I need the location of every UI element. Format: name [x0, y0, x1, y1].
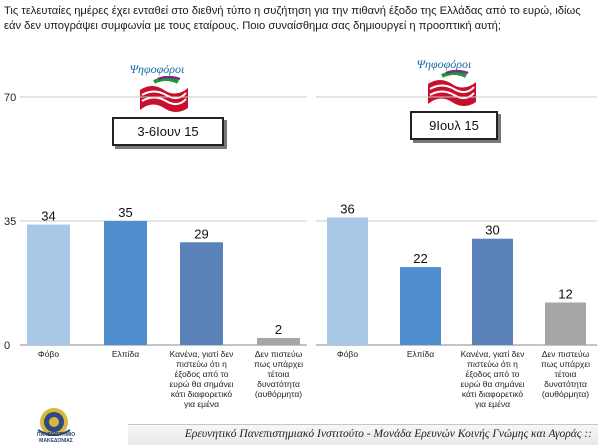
panel-label-left: Ψηφοφόροι	[129, 62, 185, 76]
y-tick-label: 70	[4, 92, 16, 104]
category-label: Ελπίδα	[112, 349, 139, 359]
bar-value-label: 2	[275, 322, 282, 337]
bar	[257, 337, 300, 345]
bar	[180, 242, 223, 345]
category-label: Κανένα, γιατί δεν πιστεύω ότι η έξοδος από…	[461, 349, 525, 409]
bar-value-label: 22	[413, 251, 427, 266]
category-label-line: έξοδος από το	[175, 369, 229, 379]
category-label-line: Δεν πιστεύω	[255, 349, 303, 359]
category-label-line: έξοδος από το	[466, 369, 520, 379]
category-label-line: Κανένα, γιατί δεν	[461, 349, 525, 359]
category-label-line: (αυθόρμητα)	[255, 389, 302, 399]
category-label-line: δυνατότητα	[257, 379, 300, 389]
y-tick-label: 0	[4, 340, 10, 352]
category-label-line: δυνατότητα	[544, 379, 587, 389]
category-label: Φόβο	[38, 349, 59, 359]
category-label-line: πιστεύω ότι η	[467, 359, 518, 369]
date-box-right: 9Ιουλ 15	[410, 111, 498, 140]
category-label-line: τέτοια	[268, 369, 290, 379]
university-logo-icon	[37, 408, 71, 436]
category-label-line: Φόβο	[38, 349, 59, 359]
university-name: ΠΑΝΕΠΙΣΤΗΜΙΟ ΜΑΚΕΔΟΝΙΑΣ	[36, 432, 76, 444]
bar	[472, 238, 513, 345]
category-label-line: ευρώ θα σημάνει	[461, 379, 525, 389]
bar	[104, 221, 147, 345]
bar	[400, 267, 441, 345]
category-label-line: πως υπάρχει	[254, 359, 303, 369]
category-label-line: (αυθόρμητα)	[542, 389, 589, 399]
category-label-line: για εμένα	[184, 399, 219, 409]
date-box-left: 3-6Ιουν 15	[112, 117, 224, 146]
bar-value-label: 30	[485, 223, 499, 238]
y-tick-label: 35	[4, 216, 16, 228]
category-label-line: Δεν πιστεύω	[542, 349, 590, 359]
bar-value-label: 36	[340, 201, 354, 216]
party-logo-icon	[140, 76, 188, 112]
category-label: Ελπίδα	[407, 349, 434, 359]
category-label-line: Ελπίδα	[407, 349, 434, 359]
bar-value-label: 35	[118, 205, 132, 220]
bar	[545, 302, 586, 345]
footer-text: Ερευνητικό Πανεπιστημιακό Ινστιτούτο - Μ…	[184, 428, 592, 440]
category-label: Δεν πιστεύω πως υπάρχει τέτοια δυνατότητα (α…	[541, 349, 590, 399]
survey-question: Τις τελευταίες ημέρες έχει ενταθεί στο δ…	[4, 5, 581, 32]
category-label-line: ευρώ θα σημάνει	[170, 379, 234, 389]
bar-value-label: 29	[194, 226, 208, 241]
panel-label-right: Ψηφοφόροι	[416, 57, 472, 71]
category-label: Κανένα, γιατί δεν πιστεύω ότι η έξοδος από…	[170, 349, 234, 409]
bar	[327, 217, 368, 345]
bar-value-label: 34	[41, 209, 55, 224]
category-label-line: για εμένα	[475, 399, 510, 409]
bar-value-label: 12	[558, 286, 572, 301]
bar	[27, 224, 70, 345]
category-label: Δεν πιστεύω πως υπάρχει τέτοια δυνατότητα (α…	[254, 349, 303, 399]
category-label-line: πως υπάρχει	[541, 359, 590, 369]
category-label-line: πιστεύω ότι η	[176, 359, 227, 369]
category-label-line: κάτι διαφορετικό	[462, 389, 523, 399]
footer-bar: Ερευνητικό Πανεπιστημιακό Ινστιτούτο - Μ…	[128, 424, 598, 445]
category-label: Φόβο	[337, 349, 358, 359]
category-label-line: τέτοια	[555, 369, 577, 379]
category-label-line: Κανένα, γιατί δεν	[170, 349, 234, 359]
category-label-line: Φόβο	[337, 349, 358, 359]
category-label-line: κάτι διαφορετικό	[171, 389, 232, 399]
category-label-line: Ελπίδα	[112, 349, 139, 359]
